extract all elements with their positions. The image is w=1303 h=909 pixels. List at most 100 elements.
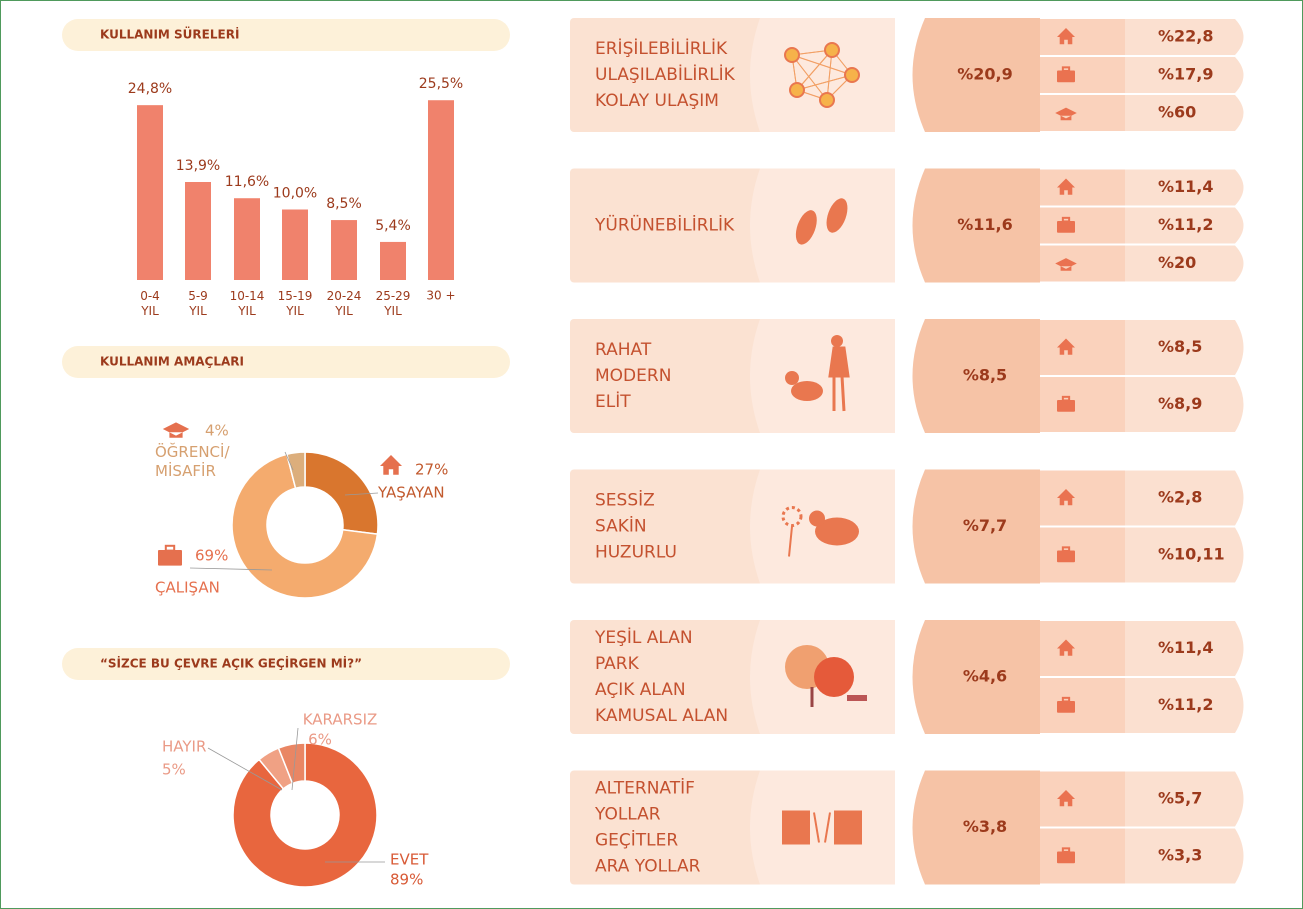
item-icon-bg: [1040, 19, 1125, 55]
slice-label: ÇALIŞAN: [155, 579, 220, 597]
panel-label: KAMUSAL ALAN: [595, 706, 728, 726]
infographic: KULLANIM SÜRELERİ KULLANIM AMAÇLARI “SİZCE…: [0, 0, 1303, 909]
value-label: 69%: [195, 547, 228, 565]
item-value: %5,7: [1158, 789, 1202, 808]
network-node: [820, 93, 834, 107]
item-icon-bg: [1040, 57, 1125, 93]
panel-icon-bg: [750, 169, 895, 283]
dog-head: [785, 371, 799, 385]
item-value: %11,2: [1158, 695, 1214, 714]
slice-label: HAYIR: [162, 738, 206, 756]
item-icon-bg: [1040, 208, 1125, 244]
briefcase-icon: [1057, 71, 1075, 83]
panel-icon-bg: [750, 771, 895, 885]
bar: [137, 105, 163, 280]
item-icon-bg: [1040, 772, 1125, 827]
network-node: [845, 68, 859, 82]
item-value: %20: [1158, 253, 1196, 272]
item-icon-bg: [1040, 678, 1125, 733]
x-tick-label: 0-4YIL: [140, 289, 160, 318]
item-value: %8,9: [1158, 394, 1202, 413]
bar: [428, 100, 454, 280]
wall: [782, 811, 810, 845]
value-label: 11,6%: [225, 174, 269, 190]
item-icon-bg: [1040, 170, 1125, 206]
tree: [814, 657, 854, 697]
panel-label: YOLLAR: [594, 805, 661, 825]
wall: [834, 811, 862, 845]
panel-total: %7,7: [963, 516, 1007, 535]
panel-label: ARA YOLLAR: [595, 857, 701, 877]
item-icon-bg: [1040, 377, 1125, 432]
section-header: KULLANIM SÜRELERİ: [100, 27, 239, 42]
panel-label: SESSİZ: [595, 490, 655, 511]
panel-label: YÜRÜNEBİLİRLİK: [594, 214, 735, 236]
item-icon-bg: [1040, 621, 1125, 676]
item-value: %2,8: [1158, 488, 1202, 507]
x-tick-label: 5-9YIL: [188, 289, 208, 318]
item-value: %11,4: [1158, 638, 1214, 657]
network-node: [785, 48, 799, 62]
item-value: %11,2: [1158, 215, 1214, 234]
slice-label: KARARSIZ: [303, 711, 378, 729]
item-icon-bg: [1040, 829, 1125, 884]
value-label: 10,0%: [273, 186, 317, 202]
bench: [847, 695, 867, 701]
value-label: 5,4%: [375, 218, 411, 234]
panel-label: ALTERNATİF: [595, 778, 695, 799]
item-icon-bg: [1040, 528, 1125, 583]
briefcase-icon: [1057, 551, 1075, 563]
panel-total: %20,9: [957, 65, 1013, 84]
value-label: 4%: [205, 422, 229, 440]
panel-total: %11,6: [957, 215, 1013, 234]
value-label: 6%: [308, 731, 332, 749]
panel-label: ELİT: [595, 391, 631, 412]
briefcase-icon: [1057, 852, 1075, 864]
item-value: %8,5: [1158, 337, 1202, 356]
briefcase-icon: [1057, 701, 1075, 713]
panel-total: %4,6: [963, 667, 1007, 686]
value-label: 27%: [415, 461, 448, 479]
briefcase-icon: [1057, 221, 1075, 233]
panel-icon-bg: [750, 18, 895, 132]
panel-label: HUZURLU: [595, 543, 677, 563]
panel-label: KOLAY ULAŞIM: [595, 91, 719, 111]
panel-label: SAKİN: [595, 516, 647, 537]
section-header: KULLANIM AMAÇLARI: [100, 355, 244, 369]
figure-head: [831, 335, 843, 347]
panel-label: ERİŞİLEBİLİRLİK: [595, 38, 728, 59]
item-value: %60: [1158, 103, 1196, 122]
item-value: %22,8: [1158, 27, 1214, 46]
panel-label: YEŞİL ALAN: [594, 627, 693, 648]
bird-head: [809, 511, 825, 527]
item-value: %17,9: [1158, 65, 1214, 84]
panel-total: %8,5: [963, 366, 1007, 385]
value-label: 5%: [162, 761, 186, 779]
slice-label: EVET: [390, 851, 429, 869]
bar: [380, 242, 406, 280]
item-value: %3,3: [1158, 846, 1202, 865]
value-label: 13,9%: [176, 158, 220, 174]
panel-label: RAHAT: [595, 340, 652, 360]
network-node: [790, 83, 804, 97]
briefcase-icon: [1057, 400, 1075, 412]
bar: [234, 198, 260, 280]
value-label: 8,5%: [326, 196, 362, 212]
item-icon-bg: [1040, 471, 1125, 526]
slice-label: YAŞAYAN: [377, 484, 445, 502]
item-value: %10,11: [1158, 545, 1225, 564]
item-icon-bg: [1040, 95, 1125, 131]
bar: [282, 210, 308, 281]
panel-label: AÇIK ALAN: [595, 680, 686, 700]
value-label: 25,5%: [419, 76, 463, 92]
briefcase-icon: [158, 550, 182, 566]
item-value: %11,4: [1158, 177, 1214, 196]
panel-icon-bg: [750, 319, 895, 433]
bar: [185, 182, 211, 280]
item-icon-bg: [1040, 320, 1125, 375]
panel-label: ULAŞILABİLİRLİK: [595, 64, 736, 85]
panel-total: %3,8: [963, 817, 1007, 836]
x-tick-label: 30 +: [426, 289, 455, 303]
dog: [791, 381, 823, 401]
section-header: “SİZCE BU ÇEVRE AÇIK GEÇİRGEN Mİ?”: [100, 656, 362, 671]
